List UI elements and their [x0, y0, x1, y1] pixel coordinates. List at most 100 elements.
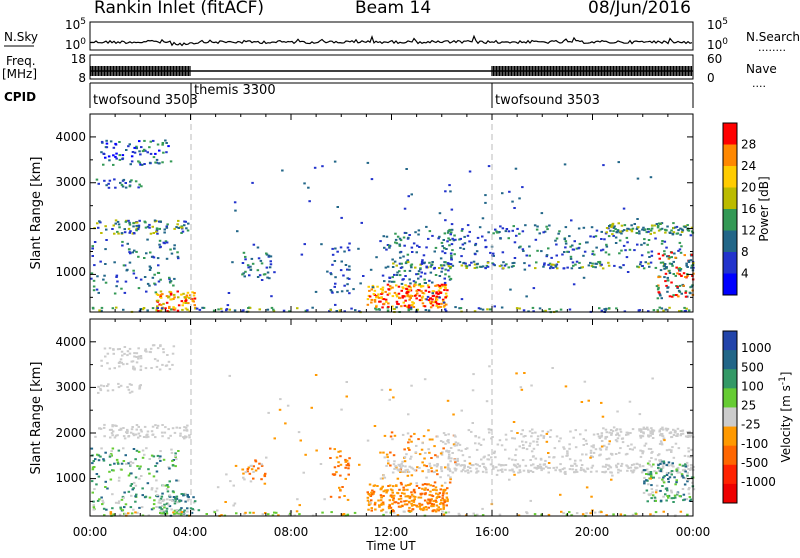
data-cell	[647, 434, 650, 437]
data-cell	[176, 309, 180, 312]
data-cell	[447, 474, 450, 477]
data-cell	[135, 493, 138, 496]
data-cell	[667, 496, 670, 499]
data-cell	[400, 492, 404, 495]
data-cell	[675, 468, 678, 471]
data-cell	[165, 295, 169, 298]
data-cell	[441, 245, 444, 248]
data-cell	[263, 273, 267, 276]
data-cell	[678, 310, 681, 313]
data-cell	[413, 503, 416, 506]
data-cell	[172, 496, 176, 498]
data-cell	[484, 201, 487, 204]
data-cell	[131, 251, 134, 254]
data-cell	[122, 264, 126, 267]
data-cell	[496, 443, 500, 446]
data-cell	[595, 229, 599, 232]
data-cell	[145, 436, 148, 439]
data-cell	[346, 283, 349, 286]
data-cell	[411, 251, 414, 253]
data-cell	[460, 255, 463, 258]
data-cell	[414, 451, 418, 454]
cpid-segment-1: twofsound 3503	[93, 93, 198, 108]
data-cell	[108, 454, 112, 457]
data-cell	[547, 471, 550, 474]
data-cell	[666, 276, 669, 279]
data-cell	[130, 383, 133, 386]
xlabel: Time UT	[365, 539, 416, 553]
data-cell	[386, 456, 389, 459]
data-cell	[460, 264, 464, 267]
data-cell	[175, 458, 178, 461]
data-cell	[542, 231, 545, 234]
data-cell	[528, 430, 532, 433]
data-cell	[646, 243, 649, 246]
data-cell	[421, 442, 424, 445]
data-cell	[408, 438, 411, 441]
data-cell	[435, 295, 438, 298]
data-cell	[408, 285, 411, 288]
data-cell	[405, 503, 409, 506]
data-cell	[133, 232, 136, 235]
data-cell	[441, 497, 444, 500]
data-cell	[545, 254, 549, 257]
data-cell	[392, 280, 396, 283]
data-cell	[507, 266, 510, 269]
data-cell	[668, 306, 671, 309]
data-cell	[391, 266, 395, 268]
data-cell	[150, 487, 154, 490]
data-cell	[660, 227, 664, 230]
data-cell	[405, 261, 408, 264]
data-cell	[436, 473, 439, 476]
data-cell	[415, 289, 418, 292]
data-cell	[109, 511, 113, 514]
data-cell	[185, 435, 188, 438]
data-cell	[197, 509, 201, 512]
data-cell	[118, 158, 122, 161]
data-cell	[158, 303, 161, 306]
data-cell	[431, 261, 434, 263]
data-cell	[527, 469, 530, 472]
data-cell	[409, 297, 412, 299]
data-cell	[400, 305, 403, 308]
data-cell	[402, 489, 405, 492]
data-cell	[566, 250, 569, 253]
data-cell	[382, 503, 385, 506]
data-cell	[161, 435, 164, 438]
data-cell	[533, 224, 537, 227]
data-cell	[173, 512, 176, 515]
data-cell	[502, 464, 505, 467]
data-cell	[553, 447, 557, 450]
data-cell	[650, 227, 654, 230]
data-cell	[119, 384, 123, 387]
data-cell	[513, 261, 516, 264]
freq-right-tick-bottom: 0	[707, 71, 715, 85]
data-cell	[92, 504, 95, 507]
data-cell	[399, 495, 402, 497]
data-cell	[659, 489, 662, 492]
data-cell	[689, 469, 692, 471]
data-cell	[173, 247, 176, 250]
data-cell	[398, 270, 401, 273]
data-cell	[405, 288, 409, 291]
data-cell	[113, 232, 116, 235]
data-cell	[91, 491, 94, 494]
data-cell	[518, 469, 522, 472]
cpid-segment-3: twofsound 3503	[495, 93, 600, 108]
data-cell	[500, 464, 503, 466]
data-cell	[121, 158, 124, 161]
data-cell	[371, 286, 375, 289]
data-cell	[655, 223, 659, 225]
data-cell	[647, 428, 650, 431]
data-cell	[550, 256, 553, 259]
data-cell	[689, 259, 693, 262]
data-cell	[648, 256, 651, 258]
data-cell	[114, 434, 118, 437]
data-cell	[512, 225, 515, 228]
data-cell	[168, 480, 171, 483]
data-cell	[463, 235, 466, 238]
data-cell	[456, 442, 460, 445]
data-cell	[444, 268, 447, 271]
data-cell	[404, 484, 408, 487]
data-cell	[121, 244, 124, 247]
